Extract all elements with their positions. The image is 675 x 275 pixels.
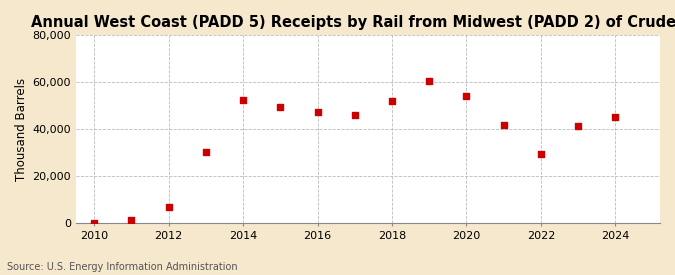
Point (350, 113, 360, 117)
Point (126, 218, 137, 222)
Point (312, 109, 323, 114)
Point (387, 99, 398, 103)
Point (275, 105, 286, 109)
Text: Source: U.S. Energy Information Administration: Source: U.S. Energy Information Administ… (7, 262, 238, 272)
Title: Annual West Coast (PADD 5) Receipts by Rail from Midwest (PADD 2) of Crude Oil: Annual West Coast (PADD 5) Receipts by R… (32, 15, 675, 30)
Y-axis label: Thousand Barrels: Thousand Barrels (15, 78, 28, 181)
Point (572, 123, 583, 128)
Point (535, 152, 546, 156)
Point (498, 122, 509, 127)
Point (424, 79, 435, 83)
Point (238, 98, 248, 102)
Point (89, 221, 100, 225)
Point (200, 149, 211, 154)
Point (610, 115, 621, 120)
Point (163, 205, 174, 209)
Point (461, 94, 472, 98)
